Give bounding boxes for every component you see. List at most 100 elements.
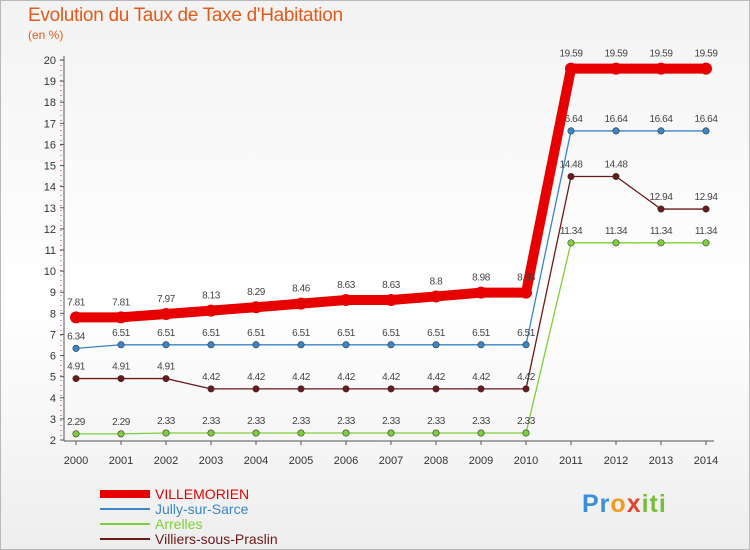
chart-subtitle: (en %) <box>28 28 64 42</box>
data-point <box>207 341 215 349</box>
data-point <box>432 385 440 393</box>
data-label: 19.59 <box>649 49 673 60</box>
data-label: 8.63 <box>337 280 356 291</box>
logo-part: o <box>610 490 627 518</box>
data-point <box>522 429 530 437</box>
data-point <box>72 375 80 383</box>
data-point <box>72 430 80 438</box>
data-point <box>207 429 215 437</box>
data-label: 6.51 <box>292 328 311 339</box>
data-label: 7.97 <box>157 294 176 305</box>
data-point <box>117 430 125 438</box>
data-point <box>432 429 440 437</box>
y-tick-label: 8 <box>50 308 56 320</box>
data-point <box>297 429 305 437</box>
data-label: 7.81 <box>112 297 131 308</box>
y-tick-label: 12 <box>44 224 56 236</box>
data-label: 11.34 <box>695 226 718 237</box>
series-0: 7.81 7.81 7.97 8.13 8.29 8.46 8.63 8.63 8.8 8.98 8… <box>67 49 719 324</box>
data-point <box>567 239 575 247</box>
data-point <box>657 205 665 213</box>
data-label: 4.91 <box>157 362 176 373</box>
data-point <box>432 341 440 349</box>
data-label: 11.34 <box>605 226 628 237</box>
proxiti-logo: Proxiti <box>582 490 667 519</box>
x-tick-label: 2007 <box>379 455 403 467</box>
data-label: 14.48 <box>604 160 628 171</box>
data-label: 6.51 <box>382 328 401 339</box>
data-point <box>430 290 442 303</box>
data-label: 2.33 <box>202 416 221 427</box>
data-point <box>342 429 350 437</box>
data-label: 4.42 <box>247 372 266 383</box>
data-label: 4.91 <box>112 362 131 373</box>
series-1: 6.34 6.51 6.51 6.51 6.51 6.51 6.51 6.51 6.51 6.51… <box>67 114 719 352</box>
y-tick-label: 9 <box>50 287 56 299</box>
chart-title: Evolution du Taux de Taxe d'Habitation <box>28 5 343 26</box>
data-point <box>702 127 710 135</box>
x-tick-label: 2000 <box>64 455 88 467</box>
y-tick-label: 20 <box>44 55 56 67</box>
x-tick-label: 2008 <box>424 455 448 467</box>
logo-part: Pr <box>582 490 611 518</box>
x-tick-label: 2013 <box>649 455 673 467</box>
data-point <box>207 385 215 393</box>
data-label: 6.51 <box>517 328 536 339</box>
data-label: 8.98 <box>517 273 536 284</box>
data-point <box>522 385 530 393</box>
data-label: 4.42 <box>382 372 401 383</box>
data-label: 8.29 <box>247 287 266 298</box>
data-point <box>162 375 170 383</box>
data-point <box>522 341 530 349</box>
data-label: 16.64 <box>649 114 673 125</box>
y-tick-label: 4 <box>50 393 56 405</box>
data-point <box>160 307 172 320</box>
data-point <box>117 375 125 383</box>
y-tick-label: 19 <box>44 76 56 88</box>
y-tick-label: 18 <box>44 97 56 109</box>
data-label: 2.33 <box>517 416 536 427</box>
data-point <box>205 304 217 317</box>
data-label: 16.64 <box>604 114 628 125</box>
data-point <box>567 127 575 135</box>
y-tick-label: 3 <box>50 414 56 426</box>
data-point <box>702 205 710 213</box>
data-label: 4.42 <box>337 372 356 383</box>
data-label: 6.51 <box>337 328 356 339</box>
data-label: 8.46 <box>292 284 311 295</box>
legend-label: Arrelles <box>155 516 202 532</box>
data-point <box>252 341 260 349</box>
data-label: 8.63 <box>382 280 401 291</box>
y-tick-label: 16 <box>44 139 56 151</box>
data-label: 11.34 <box>560 226 583 237</box>
data-label: 16.64 <box>694 114 718 125</box>
data-label: 7.81 <box>67 297 86 308</box>
data-point <box>340 294 352 307</box>
legend-label: Villiers-sous-Praslin <box>155 531 278 547</box>
data-point <box>387 385 395 393</box>
data-label: 2.33 <box>157 416 176 427</box>
data-point <box>477 385 485 393</box>
data-label: 4.42 <box>292 372 311 383</box>
data-point <box>252 385 260 393</box>
y-tick-label: 17 <box>44 118 56 130</box>
y-tick-label: 6 <box>50 351 56 363</box>
legend-label: Jully-sur-Sarce <box>155 501 249 517</box>
data-point <box>612 239 620 247</box>
data-label: 4.42 <box>517 372 536 383</box>
data-label: 16.64 <box>559 114 583 125</box>
series-3: 4.91 4.91 4.91 4.42 4.42 4.42 4.42 4.42 4.42 4.42… <box>67 160 719 393</box>
data-point <box>297 385 305 393</box>
data-label: 11.34 <box>650 226 673 237</box>
data-point <box>295 297 307 310</box>
y-tick-label: 5 <box>50 372 56 384</box>
x-tick-label: 2006 <box>334 455 358 467</box>
data-point <box>702 239 710 247</box>
data-point <box>252 429 260 437</box>
data-point <box>700 62 712 75</box>
data-point <box>475 286 487 299</box>
data-label: 2.33 <box>247 416 266 427</box>
data-label: 4.42 <box>472 372 491 383</box>
data-point <box>115 311 127 324</box>
